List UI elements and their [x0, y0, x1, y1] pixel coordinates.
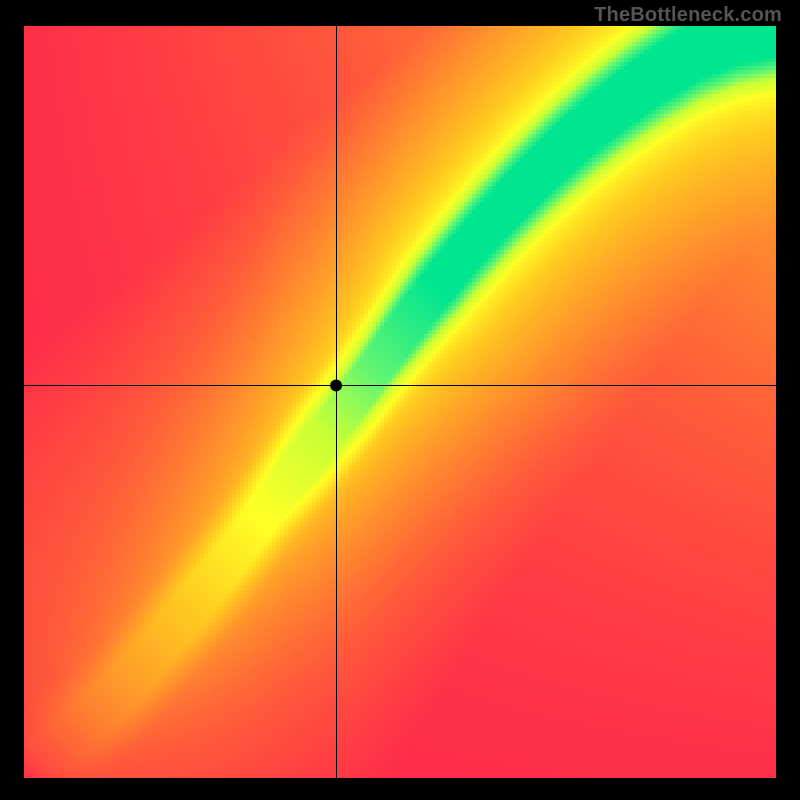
watermark: TheBottleneck.com — [594, 4, 782, 27]
heatmap-canvas — [0, 0, 800, 800]
chart-container: TheBottleneck.com — [0, 0, 800, 800]
